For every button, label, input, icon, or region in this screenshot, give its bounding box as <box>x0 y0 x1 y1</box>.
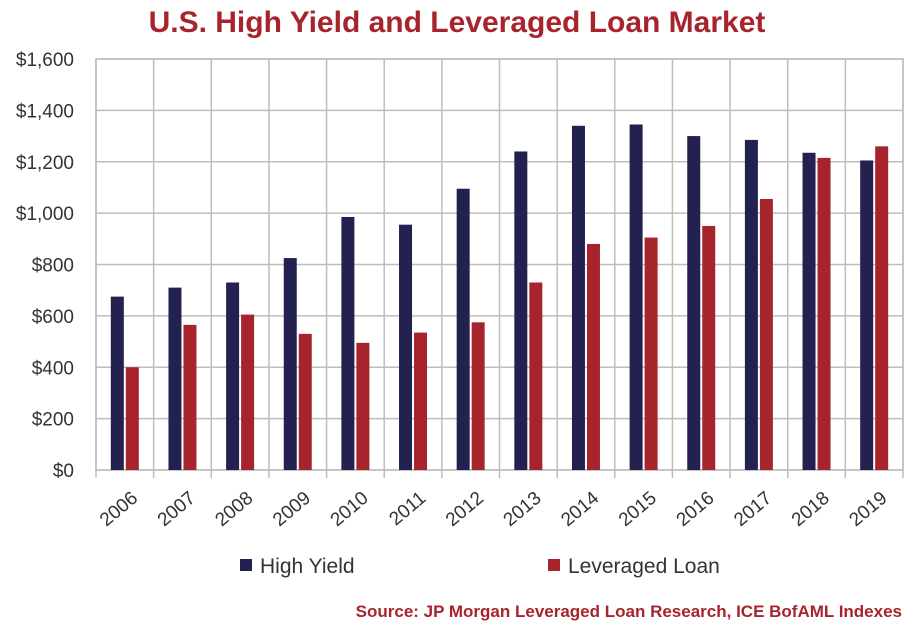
bar-leveraged-loan <box>817 157 831 470</box>
bar-leveraged-loan <box>125 367 139 470</box>
x-tick-label: 2007 <box>154 488 200 531</box>
bar-high-yield <box>514 151 528 470</box>
bar-high-yield <box>341 216 355 470</box>
bar-high-yield <box>802 152 816 470</box>
legend: High Yield Leveraged Loan <box>240 555 720 578</box>
y-tick-label: $1,600 <box>16 50 74 71</box>
y-tick-label: $800 <box>32 256 74 277</box>
bar-high-yield <box>571 125 585 470</box>
bar-leveraged-loan <box>702 225 716 470</box>
x-tick-label: 2012 <box>442 488 488 531</box>
bar-high-yield <box>860 160 874 470</box>
bar-leveraged-loan <box>414 332 428 470</box>
x-tick-label: 2011 <box>385 488 430 530</box>
bar-leveraged-loan <box>644 237 658 470</box>
x-tick-label: 2010 <box>327 488 373 531</box>
y-tick-label: $1,200 <box>16 153 74 174</box>
y-tick-label: $1,400 <box>16 101 74 122</box>
bar-high-yield <box>399 224 413 470</box>
bars <box>110 124 889 471</box>
x-tick-label: 2013 <box>500 488 546 531</box>
y-axis-ticks: $0 $200 $400 $600 $800 $1,000 $1,200 $1,400 $1,6… <box>16 50 74 482</box>
x-tick-label: 2009 <box>269 488 315 531</box>
bar-high-yield <box>744 139 758 470</box>
bar-high-yield <box>226 282 240 470</box>
bar-leveraged-loan <box>241 314 255 470</box>
bar-high-yield <box>687 136 701 470</box>
bar-high-yield <box>629 124 643 471</box>
bar-leveraged-loan <box>759 198 773 470</box>
legend-swatch-leveraged-loan <box>548 559 560 571</box>
x-tick-label: 2018 <box>788 488 834 531</box>
bar-leveraged-loan <box>529 282 543 470</box>
x-tick-label: 2014 <box>557 487 603 531</box>
bar-leveraged-loan <box>183 324 197 470</box>
y-tick-label: $1,000 <box>16 204 74 225</box>
x-axis-ticks: 2006 2007 2008 2009 2010 2011 2012 2013 2014 2015… <box>96 487 891 531</box>
x-tick-label: 2008 <box>211 488 257 531</box>
bar-leveraged-loan <box>356 342 370 470</box>
y-tick-label: $400 <box>32 358 74 379</box>
legend-label-high-yield: High Yield <box>260 555 355 578</box>
x-tick-label: 2015 <box>615 488 661 531</box>
bar-high-yield <box>110 296 124 470</box>
legend-swatch-high-yield <box>240 559 252 571</box>
x-tick-label: 2017 <box>730 488 776 531</box>
x-tick-label: 2019 <box>846 488 892 531</box>
chart-title: U.S. High Yield and Leveraged Loan Marke… <box>148 6 766 39</box>
x-tick-label: 2006 <box>96 488 142 531</box>
source-note: Source: JP Morgan Leveraged Loan Researc… <box>355 602 902 621</box>
y-tick-label: $0 <box>53 461 74 482</box>
bar-leveraged-loan <box>298 333 312 470</box>
gridlines <box>95 58 904 478</box>
bar-high-yield <box>456 188 470 471</box>
bar-high-yield <box>283 258 297 470</box>
bar-leveraged-loan <box>875 146 889 470</box>
y-tick-label: $200 <box>32 410 74 431</box>
y-tick-label: $600 <box>32 307 74 328</box>
bar-high-yield <box>168 287 182 470</box>
bar-leveraged-loan <box>586 243 600 470</box>
bar-leveraged-loan <box>471 322 485 470</box>
legend-label-leveraged-loan: Leveraged Loan <box>568 555 720 578</box>
x-tick-label: 2016 <box>673 488 719 531</box>
